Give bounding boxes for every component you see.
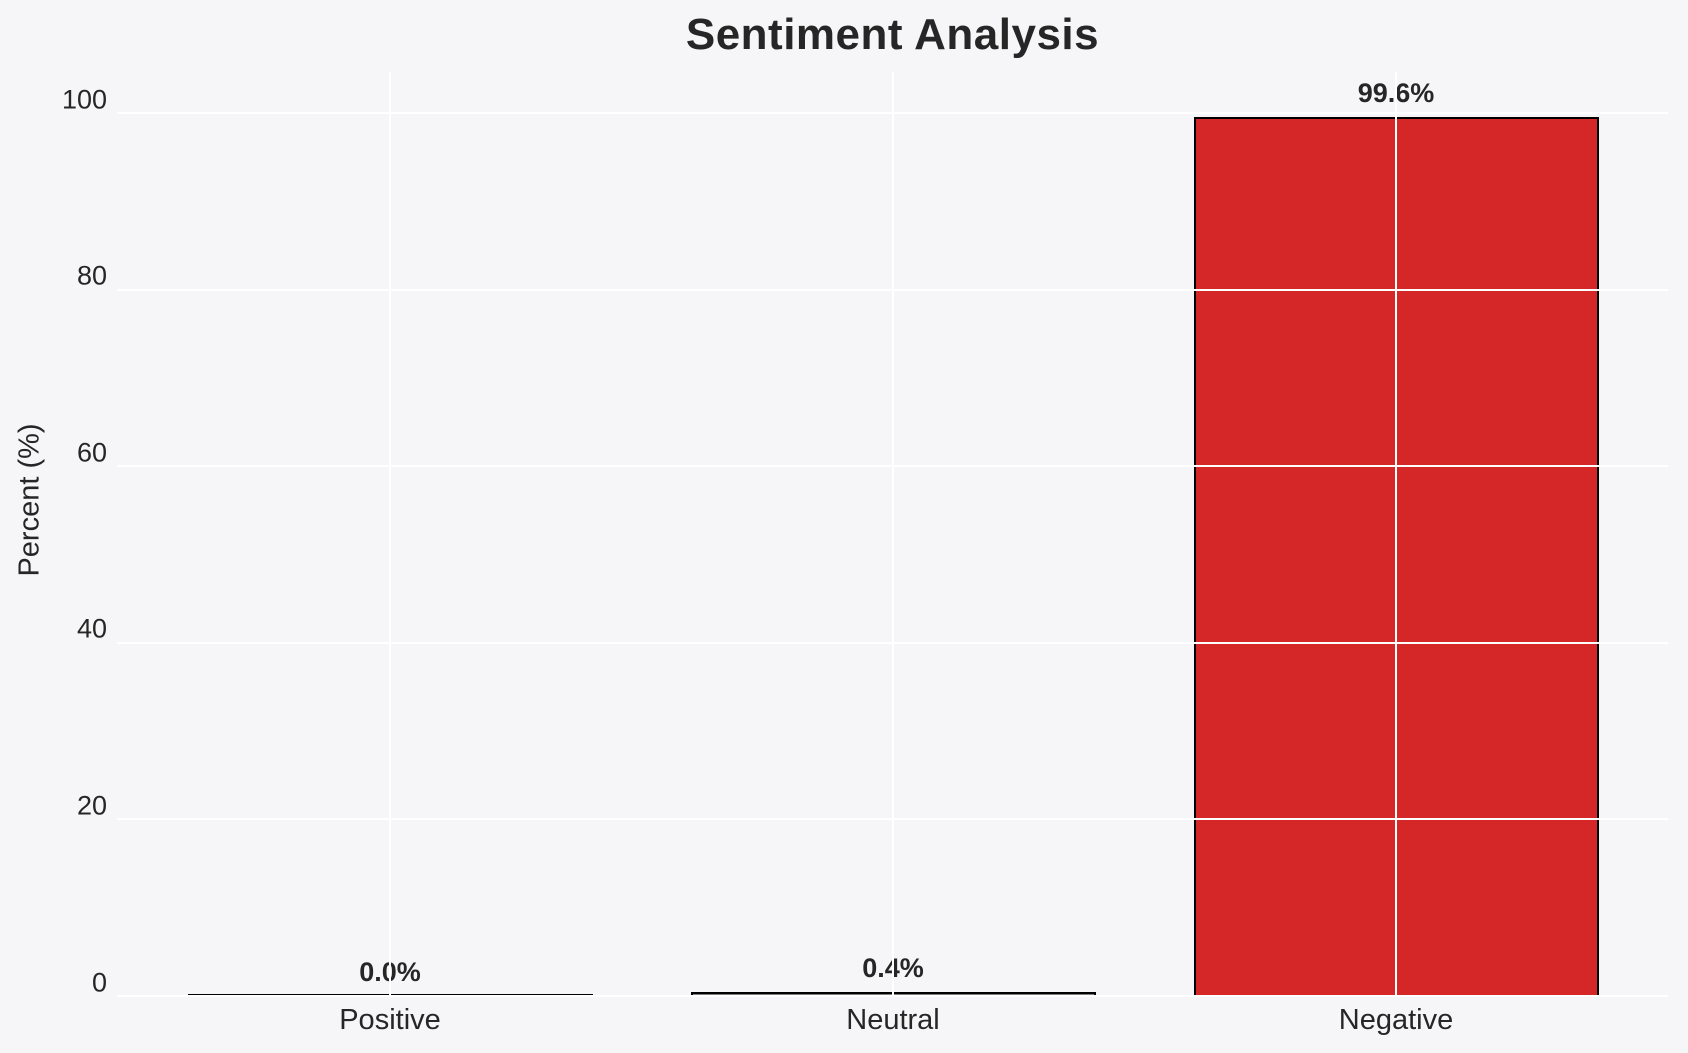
x-tick-label-positive: Positive xyxy=(339,1004,441,1036)
y-tick-label-20: 20 xyxy=(76,790,107,821)
y-tick-label-60: 60 xyxy=(76,437,107,468)
y-tick-label-40: 40 xyxy=(76,613,107,644)
y-tick-label-100: 100 xyxy=(61,84,107,114)
gridline-x-positive xyxy=(389,72,391,996)
gridline-x-neutral xyxy=(892,72,894,996)
chart-title: Sentiment Analysis xyxy=(685,10,1100,59)
gridline-y-0 xyxy=(117,995,1668,997)
y-tick-label-0: 0 xyxy=(91,967,107,997)
gridline-x-negative xyxy=(1395,72,1397,996)
x-tick-label-negative: Negative xyxy=(1338,1004,1454,1036)
x-tick-label-neutral: Neutral xyxy=(846,1004,940,1036)
y-tick-label-80: 80 xyxy=(76,260,107,291)
plot-area: 0.0% 0.4% 99.6% Positive Neutral Negativ… xyxy=(62,72,1668,1035)
